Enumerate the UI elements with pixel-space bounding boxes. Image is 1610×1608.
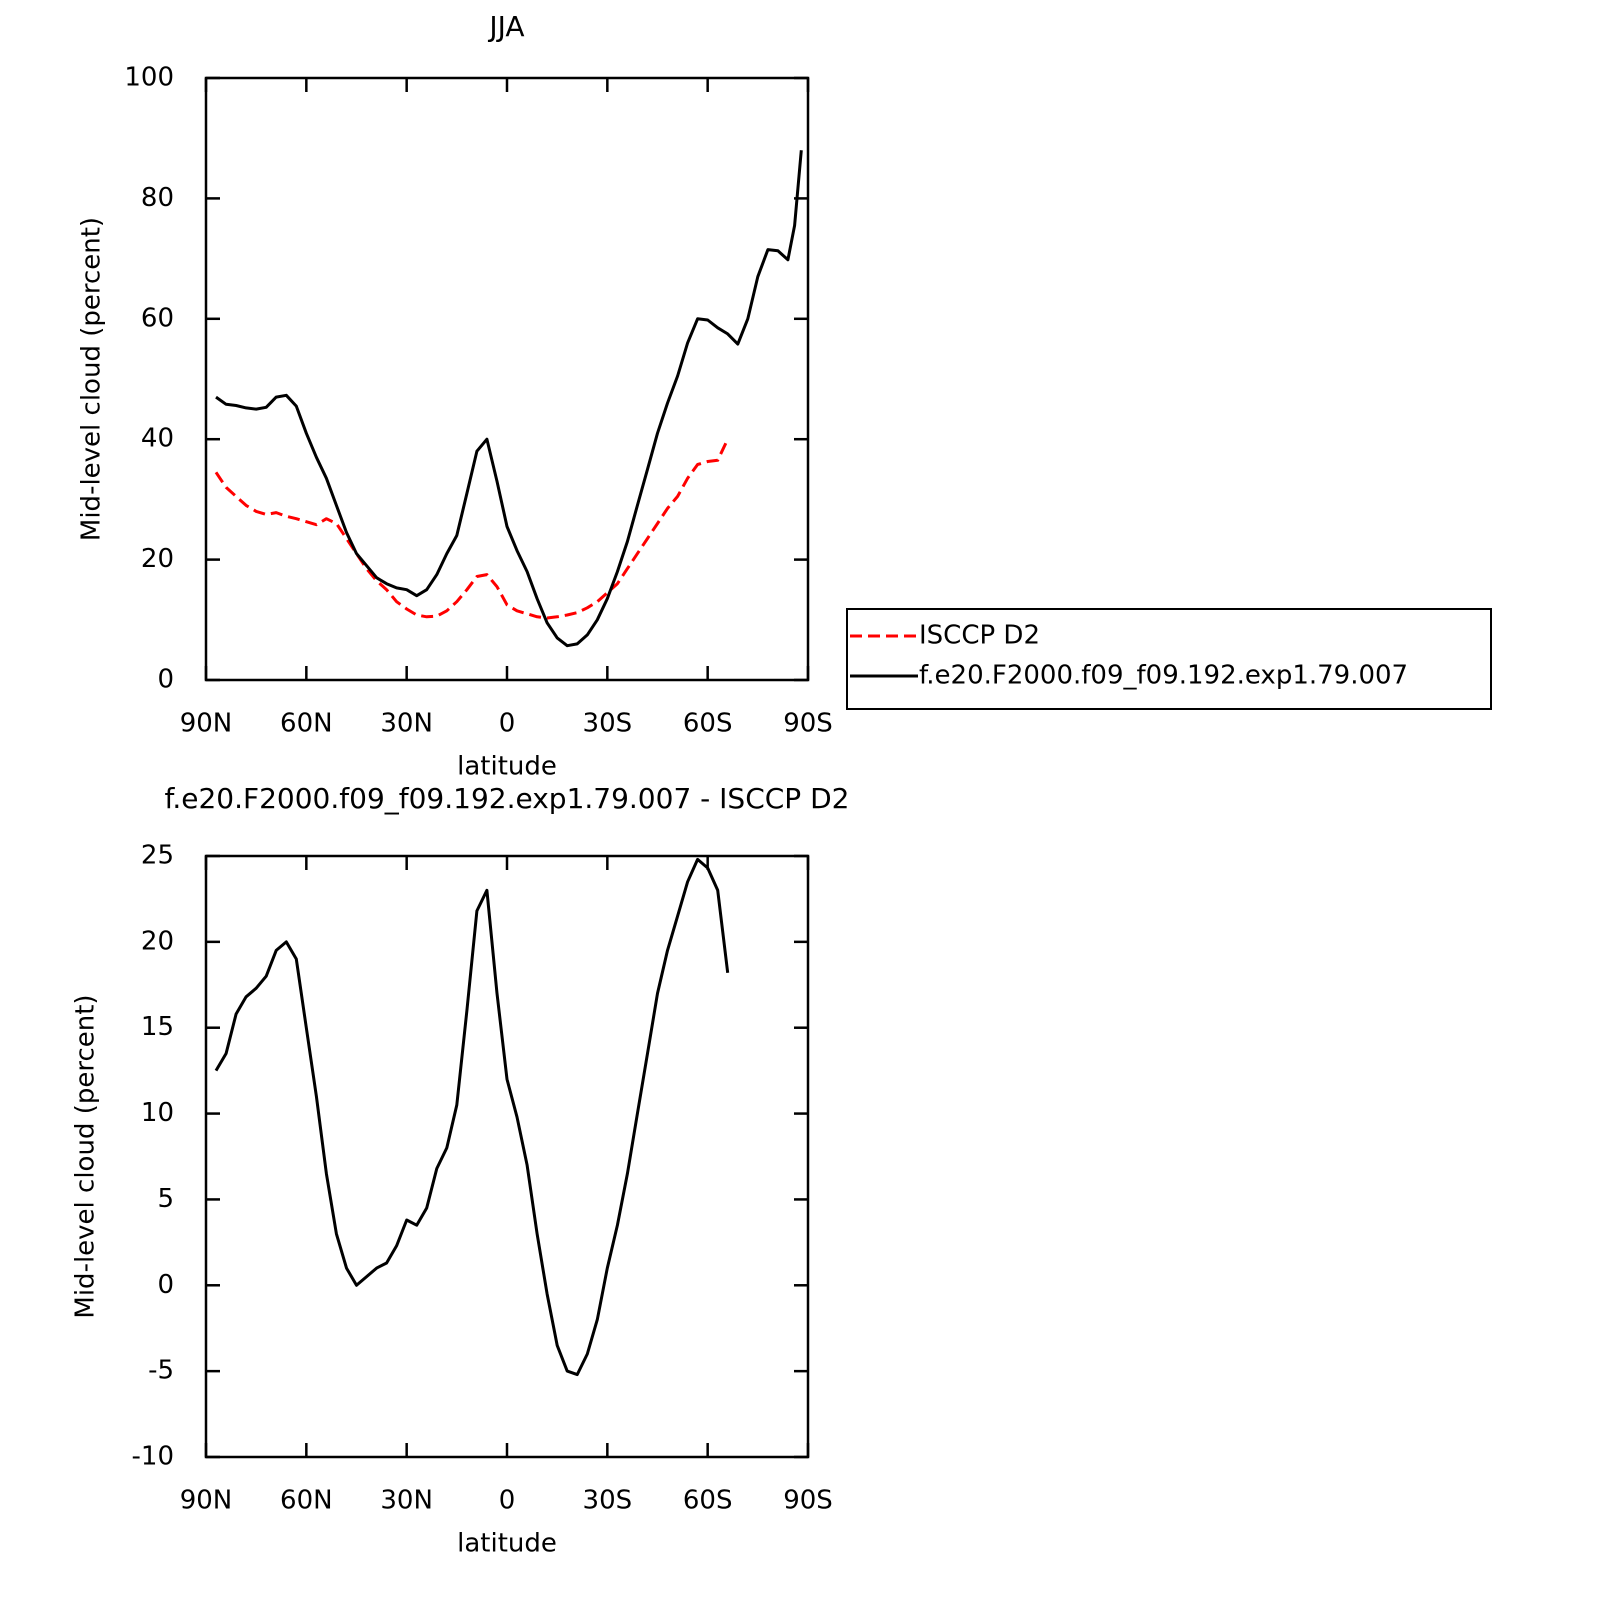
x-tick-label: 0 (499, 1486, 516, 1516)
y-tick-label: 5 (157, 1184, 174, 1214)
chart-title: JJA (487, 10, 524, 43)
y-tick-label: 100 (124, 63, 174, 93)
y-axis-label: Mid-level cloud (percent) (77, 217, 107, 541)
y-tick-label: 0 (157, 665, 174, 695)
plot-frame (204, 76, 810, 682)
x-tick-label: 60S (683, 709, 733, 739)
x-tick-label: 60N (280, 1486, 333, 1516)
data-line (214, 438, 730, 620)
x-tick-label: 60S (683, 1486, 733, 1516)
x-tick-label: 30S (583, 709, 633, 739)
y-tick-label: 20 (141, 926, 174, 956)
y-tick-label: 10 (141, 1098, 174, 1128)
y-tick-label: -5 (148, 1356, 174, 1386)
x-tick-label: 90S (783, 1486, 833, 1516)
x-tick-label: 30N (380, 1486, 433, 1516)
y-tick-label: -10 (132, 1442, 174, 1472)
y-axis-label: Mid-level cloud (percent) (71, 994, 101, 1318)
y-tick-label: 0 (157, 1270, 174, 1300)
y-tick-label: 60 (141, 303, 174, 333)
legend-box (846, 608, 1492, 710)
x-tick-label: 0 (499, 709, 516, 739)
legend-label: f.e20.F2000.f09_f09.192.exp1.79.007 (919, 661, 1408, 691)
data-line (215, 150, 803, 648)
data-line (214, 857, 730, 1377)
x-tick-label: 60N (280, 709, 333, 739)
x-axis-label: latitude (457, 752, 557, 782)
x-tick-label: 30S (583, 1486, 633, 1516)
x-axis-label: latitude (457, 1529, 557, 1559)
x-tick-label: 90N (180, 1486, 233, 1516)
x-tick-label: 90S (783, 709, 833, 739)
y-tick-label: 15 (141, 1012, 174, 1042)
y-tick-label: 40 (141, 424, 174, 454)
y-tick-label: 80 (141, 183, 174, 213)
legend-label: ISCCP D2 (919, 621, 1040, 651)
x-tick-label: 90N (180, 709, 233, 739)
y-tick-label: 20 (141, 544, 174, 574)
plot-frame (204, 854, 810, 1459)
x-tick-label: 30N (380, 709, 433, 739)
y-tick-label: 25 (141, 841, 174, 871)
chart-title: f.e20.F2000.f09_f09.192.exp1.79.007 - IS… (165, 782, 850, 815)
